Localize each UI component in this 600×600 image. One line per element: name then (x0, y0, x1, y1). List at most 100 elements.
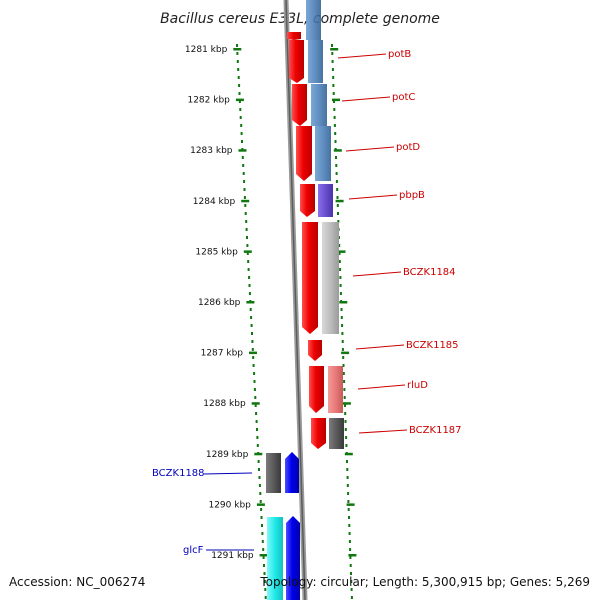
ruler-dot (252, 364, 255, 367)
ruler-dot (334, 140, 337, 143)
ruler-dot (341, 348, 344, 351)
ruler-tick-label: 1289 kbp (206, 450, 249, 460)
ruler-dot (251, 348, 254, 351)
gene-color-bar (328, 366, 343, 413)
gene-BCZK1188[interactable] (266, 452, 299, 493)
ruler-dot (333, 124, 336, 127)
ruler-dot (263, 564, 265, 567)
gene-label-BCZK1185[interactable]: BCZK1185 (406, 340, 459, 351)
gene-color-bar (266, 453, 281, 493)
potD-label-leader (345, 146, 395, 152)
ruler-dot (238, 84, 241, 87)
ruler-dot (338, 260, 341, 263)
ruler-tick-label: 1285 kbp (195, 247, 238, 257)
gene-rluD[interactable] (309, 366, 343, 413)
forward-strand-arrow (300, 184, 315, 217)
ruler-dot (255, 420, 258, 423)
ruler-dot (339, 284, 342, 287)
ruler-dot (254, 396, 257, 399)
genome-title: Bacillus cereus E33L, complete genome (160, 11, 440, 27)
ruler-dot (247, 260, 250, 263)
gene-label-potC[interactable]: potC (392, 92, 415, 103)
ruler-dot (350, 572, 352, 575)
ruler-major-tick (235, 98, 244, 102)
gene-pbpB[interactable] (300, 184, 333, 217)
gene-label-BCZK1187[interactable]: BCZK1187 (409, 425, 462, 436)
genome-backbone (283, 0, 308, 600)
ruler-major-tick (348, 554, 357, 557)
ruler-dot (338, 244, 341, 247)
ruler-dot (261, 540, 264, 543)
ruler-dot (343, 380, 346, 383)
ruler-major-tick (249, 351, 257, 355)
ruler-tick-label: 1290 kbp (208, 500, 251, 510)
ruler-dot (345, 436, 348, 439)
ruler-tick-label: 1282 kbp (187, 96, 230, 106)
gene-label-potD[interactable]: potD (396, 142, 420, 153)
ruler-dot (256, 444, 259, 447)
ruler-dot (339, 292, 342, 295)
ruler-dot (240, 132, 243, 135)
ruler-dot (334, 132, 337, 135)
forward-strand-arrow (292, 84, 307, 126)
ruler-dot (264, 588, 267, 591)
gene-label-glcF[interactable]: glcF (183, 545, 204, 556)
ruler-dot (257, 460, 260, 463)
ruler-tick-label: 1284 kbp (193, 197, 236, 207)
gene-BCZK1187[interactable] (311, 418, 344, 449)
ruler-major-tick (251, 402, 260, 405)
ruler-dot (262, 556, 265, 559)
potB-label-leader (337, 53, 387, 59)
ruler-major-tick (346, 503, 355, 506)
ruler-dot (331, 52, 334, 55)
ruler-dot (256, 436, 259, 439)
ruler-dot (263, 580, 266, 583)
ruler-dot (331, 60, 334, 63)
gene-glcF[interactable] (267, 516, 300, 600)
ruler-dot (261, 524, 263, 527)
gene-potD[interactable] (292, 84, 331, 181)
kbp-ruler-dots-right (330, 44, 357, 599)
ruler-dot (263, 572, 266, 575)
gene-label-potB[interactable]: potB (388, 49, 411, 60)
ruler-dot (337, 220, 340, 223)
ruler-dot (250, 324, 253, 327)
ruler-major-tick (241, 199, 250, 203)
kbp-ruler-labels: 1281 kbp 1282 kbp 1283 kbp 1284 kbp 1285 kbp… (185, 45, 254, 561)
gene-BCZK1184[interactable] (302, 222, 339, 334)
ruler-dot (347, 500, 350, 503)
gene-potB[interactable] (287, 0, 321, 40)
gene-label-pbpB[interactable]: pbpB (399, 190, 425, 201)
ruler-dot (249, 308, 252, 311)
gene-color-bar (318, 184, 333, 217)
ruler-dot (236, 52, 239, 55)
ruler-dot (336, 188, 339, 191)
ruler-dot (333, 108, 336, 111)
ruler-dot (256, 428, 258, 431)
ruler-dot (341, 324, 344, 327)
forward-strand-arrow (287, 32, 301, 40)
gene-label-rluD[interactable]: rluD (407, 380, 428, 391)
ruler-dot (342, 372, 345, 375)
ruler-tick-label: 1287 kbp (201, 349, 244, 359)
ruler-dot (238, 100, 241, 103)
ruler-major-tick (344, 452, 353, 456)
ruler-dot (344, 420, 347, 423)
ruler-dot (348, 540, 351, 543)
ruler-major-tick (256, 503, 265, 506)
BCZK1185-label-leader (355, 344, 405, 350)
gene-label-BCZK1184[interactable]: BCZK1184 (403, 267, 456, 278)
gene-potC[interactable] (289, 40, 323, 83)
ruler-dot (248, 276, 251, 279)
ruler-dot (335, 180, 338, 183)
ruler-dot (332, 92, 335, 95)
gene-label-BCZK1188[interactable]: BCZK1188 (152, 468, 205, 479)
ruler-dot (255, 412, 258, 415)
ruler-dot (264, 596, 267, 599)
gene-BCZK1185[interactable] (308, 340, 322, 361)
ruler-dot (331, 44, 333, 47)
ruler-dot (350, 596, 353, 599)
ruler-tick-label: 1291 kbp (211, 551, 254, 561)
ruler-dot (243, 188, 246, 191)
